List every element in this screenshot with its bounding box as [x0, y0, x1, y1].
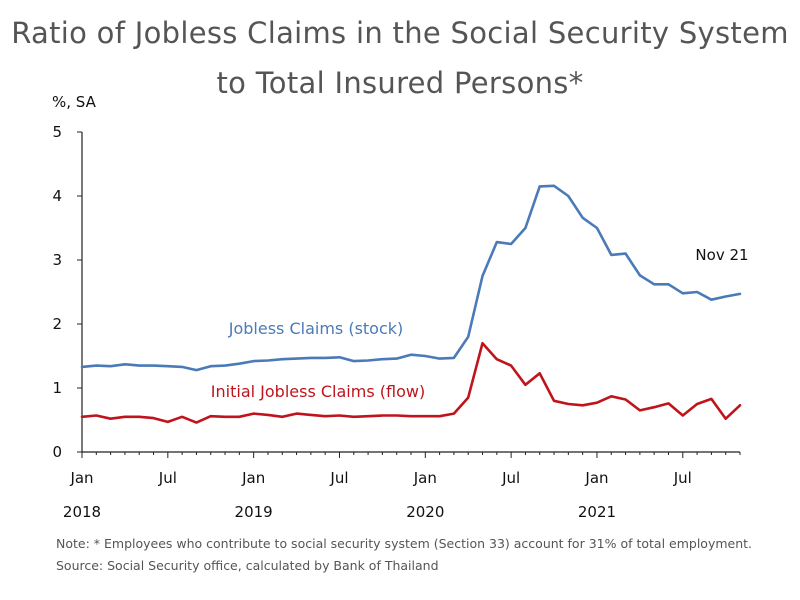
y-tick-label: 4: [52, 187, 62, 205]
y-tick-label: 3: [52, 251, 62, 269]
x-tick-label: Jul: [673, 469, 692, 487]
x-tick-label: Jan: [413, 469, 437, 487]
nov-21-annotation: Nov 21: [695, 246, 748, 264]
y-tick-label: 0: [52, 443, 62, 461]
x-tick-label: Jul: [158, 469, 177, 487]
x-year-label: 2020: [406, 503, 444, 521]
x-tick-label: Jul: [501, 469, 520, 487]
series-label-flow: Initial Jobless Claims (flow): [211, 382, 425, 401]
jobless-claims-stock-line: [80, 184, 742, 372]
x-tick-label: Jan: [584, 469, 608, 487]
chart-title-line-1: Ratio of Jobless Claims in the Social Se…: [11, 16, 789, 50]
y-tick-label: 2: [52, 315, 62, 333]
series-label-stock: Jobless Claims (stock): [228, 319, 404, 338]
y-axis-unit-label: %, SA: [52, 93, 96, 111]
y-tick-label: 5: [52, 123, 62, 141]
x-tick-label: Jan: [69, 469, 93, 487]
y-tick-label: 1: [52, 379, 62, 397]
x-year-label: 2019: [235, 503, 273, 521]
chart-title-line-2: to Total Insured Persons*: [216, 66, 584, 100]
x-tick-label: Jan: [241, 469, 265, 487]
x-tick-label: Jul: [329, 469, 348, 487]
x-year-label: 2018: [63, 503, 101, 521]
source-note: Source: Social Security office, calculat…: [56, 558, 439, 573]
x-year-label: 2021: [578, 503, 616, 521]
footnote: Note: * Employees who contribute to soci…: [56, 536, 753, 551]
initial-jobless-claims-flow-line: [80, 341, 742, 424]
